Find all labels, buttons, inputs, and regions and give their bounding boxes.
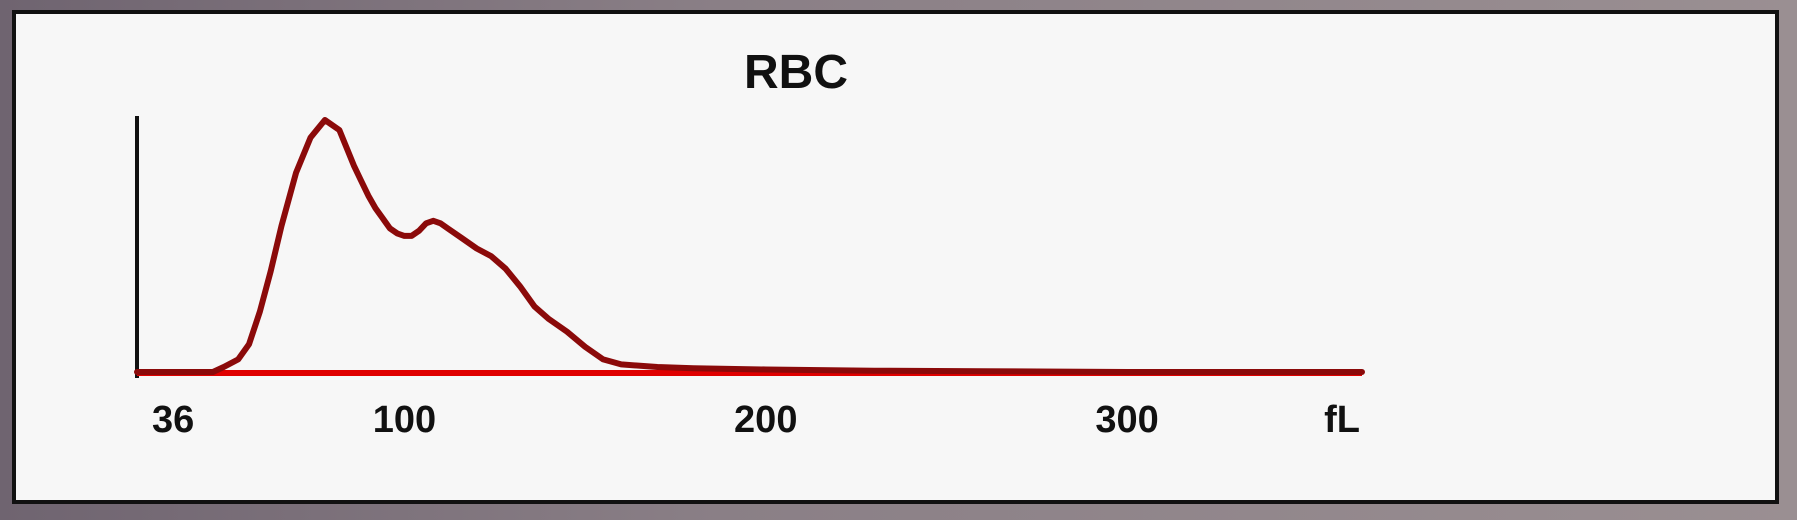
rbc-distribution-curve bbox=[134, 117, 1365, 375]
x-tick-label: 300 bbox=[1095, 399, 1158, 441]
chart-title: RBC bbox=[744, 46, 848, 99]
x-tick-label: 36 bbox=[152, 399, 194, 441]
x-tick-label: 100 bbox=[373, 399, 436, 441]
x-unit-label: fL bbox=[1324, 399, 1360, 441]
chart-frame: RBC 36 100 200 300 fL bbox=[12, 10, 1779, 504]
x-tick-label: 200 bbox=[734, 399, 797, 441]
rbc-histogram: RBC 36 100 200 300 fL bbox=[134, 46, 1365, 441]
